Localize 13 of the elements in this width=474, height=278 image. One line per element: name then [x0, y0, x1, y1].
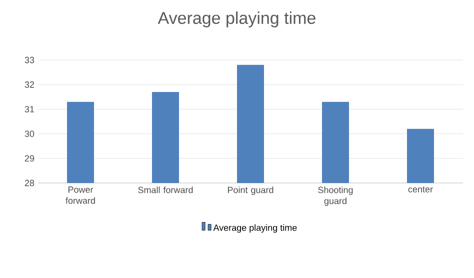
x-tick-label: Power forward	[66, 186, 95, 204]
y-tick-label: 28	[24, 180, 34, 186]
chart-title: Average playing time	[158, 12, 316, 28]
y-tick-label: 30	[24, 130, 34, 137]
y-tick-label: 31	[24, 106, 34, 112]
x-tick-label: center	[408, 186, 433, 192]
x-tick-label: Small forward	[138, 186, 193, 194]
y-tick-label: 33	[24, 56, 34, 64]
x-tick-label: Shooting guard	[318, 186, 353, 206]
x-tick-label: Point guard	[228, 186, 274, 195]
legend-label: Average playing time	[213, 224, 297, 233]
y-tick-label: 32	[24, 81, 34, 88]
y-tick-label: 29	[24, 155, 34, 162]
